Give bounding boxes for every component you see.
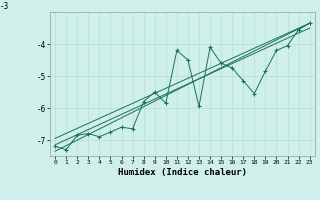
Text: -3: -3 (0, 2, 8, 11)
X-axis label: Humidex (Indice chaleur): Humidex (Indice chaleur) (118, 168, 247, 177)
